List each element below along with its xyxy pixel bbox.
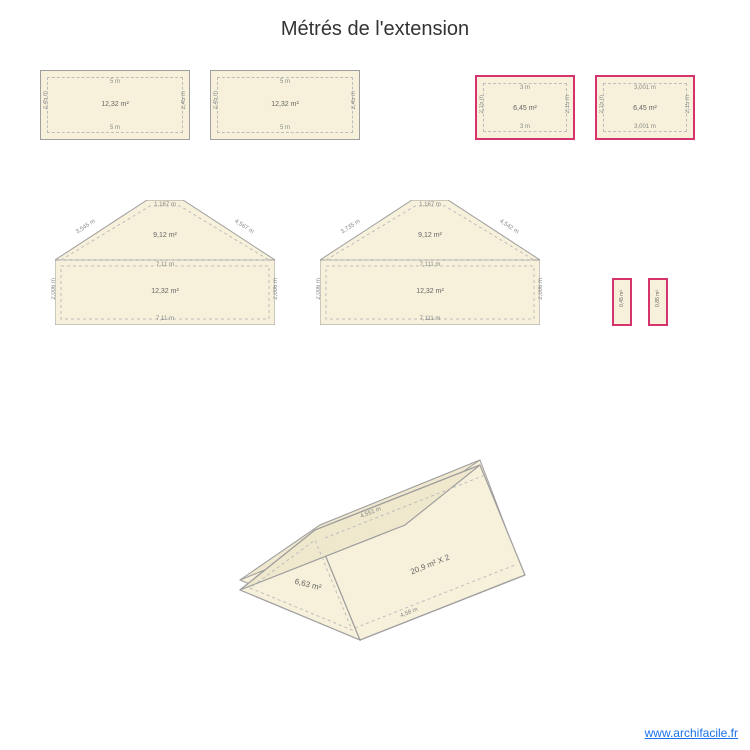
gable-panel-1: 9,12 m² 12,32 m² 7,11 m 7,11 m 2,006 m 2… [55, 200, 275, 325]
page-title: Métrés de l'extension [0, 18, 750, 41]
dim-h2: 2,006 m [273, 278, 279, 300]
dim-bottom: 3 m [477, 124, 573, 130]
dim-top: 5 m [211, 79, 359, 85]
dim-h: 2,006 m [51, 278, 57, 300]
dim-right: 2,45 m [351, 91, 357, 109]
dim-left: 2,45 m [213, 91, 219, 109]
rect-panel-4: 6,45 m² 3,001 m 3,001 m 2,15 m 2,15 m [595, 75, 695, 140]
small-area: 0,85 m² [655, 290, 666, 307]
dim-w2: 7,111 m [320, 316, 540, 322]
small-rect-1: 0,45 m² [612, 278, 632, 326]
gable-top-area: 9,12 m² [320, 232, 540, 239]
dim-top: 3 m [477, 85, 573, 91]
rect-panel-2: 12,32 m² 5 m 5 m 2,45 m 2,45 m [210, 70, 360, 140]
rect-panel-1: 12,32 m² 5 m 5 m 2,45 m 2,45 m [40, 70, 190, 140]
dim-top: 3,001 m [597, 85, 693, 91]
dim-bottom: 5 m [41, 125, 189, 131]
dim-h: 2,006 m [316, 278, 322, 300]
prism-3d-clean [220, 430, 550, 670]
small-rect-2: 0,85 m² [648, 278, 668, 326]
dim-w: 7,11 m [55, 262, 275, 268]
gable-top-area: 9,12 m² [55, 232, 275, 239]
dim-w: 7,111 m [320, 262, 540, 268]
dim-bottom: 3,001 m [597, 124, 693, 130]
rect-panel-3: 6,45 m² 3 m 3 m 2,15 m 2,15 m [475, 75, 575, 140]
small-area: 0,45 m² [619, 290, 630, 307]
dim-top: 5 m [41, 79, 189, 85]
dim-bottom: 5 m [211, 125, 359, 131]
gable-bottom-area: 12,32 m² [320, 288, 540, 295]
gable-bottom-area: 12,32 m² [55, 288, 275, 295]
rect-area: 6,45 m² [477, 105, 573, 112]
rect-area: 6,45 m² [597, 105, 693, 112]
footer-link[interactable]: www.archifacile.fr [645, 726, 738, 740]
dim-left: 2,15 m [599, 95, 605, 113]
ridge: 1,167 m [320, 202, 540, 208]
dim-right: 2,15 m [685, 95, 691, 113]
dim-right: 2,15 m [565, 95, 571, 113]
dim-right: 2,45 m [181, 91, 187, 109]
dim-w2: 7,11 m [55, 316, 275, 322]
gable-panel-2: 9,12 m² 12,32 m² 7,111 m 7,111 m 2,006 m… [320, 200, 540, 325]
dim-h2: 2,006 m [538, 278, 544, 300]
ridge: 1,167 m [55, 202, 275, 208]
rect-area: 12,32 m² [211, 101, 359, 108]
diagram-canvas: Métrés de l'extension 12,32 m² 5 m 5 m 2… [0, 0, 750, 750]
rect-area: 12,32 m² [41, 101, 189, 108]
dim-left: 2,15 m [479, 95, 485, 113]
dim-left: 2,45 m [43, 91, 49, 109]
